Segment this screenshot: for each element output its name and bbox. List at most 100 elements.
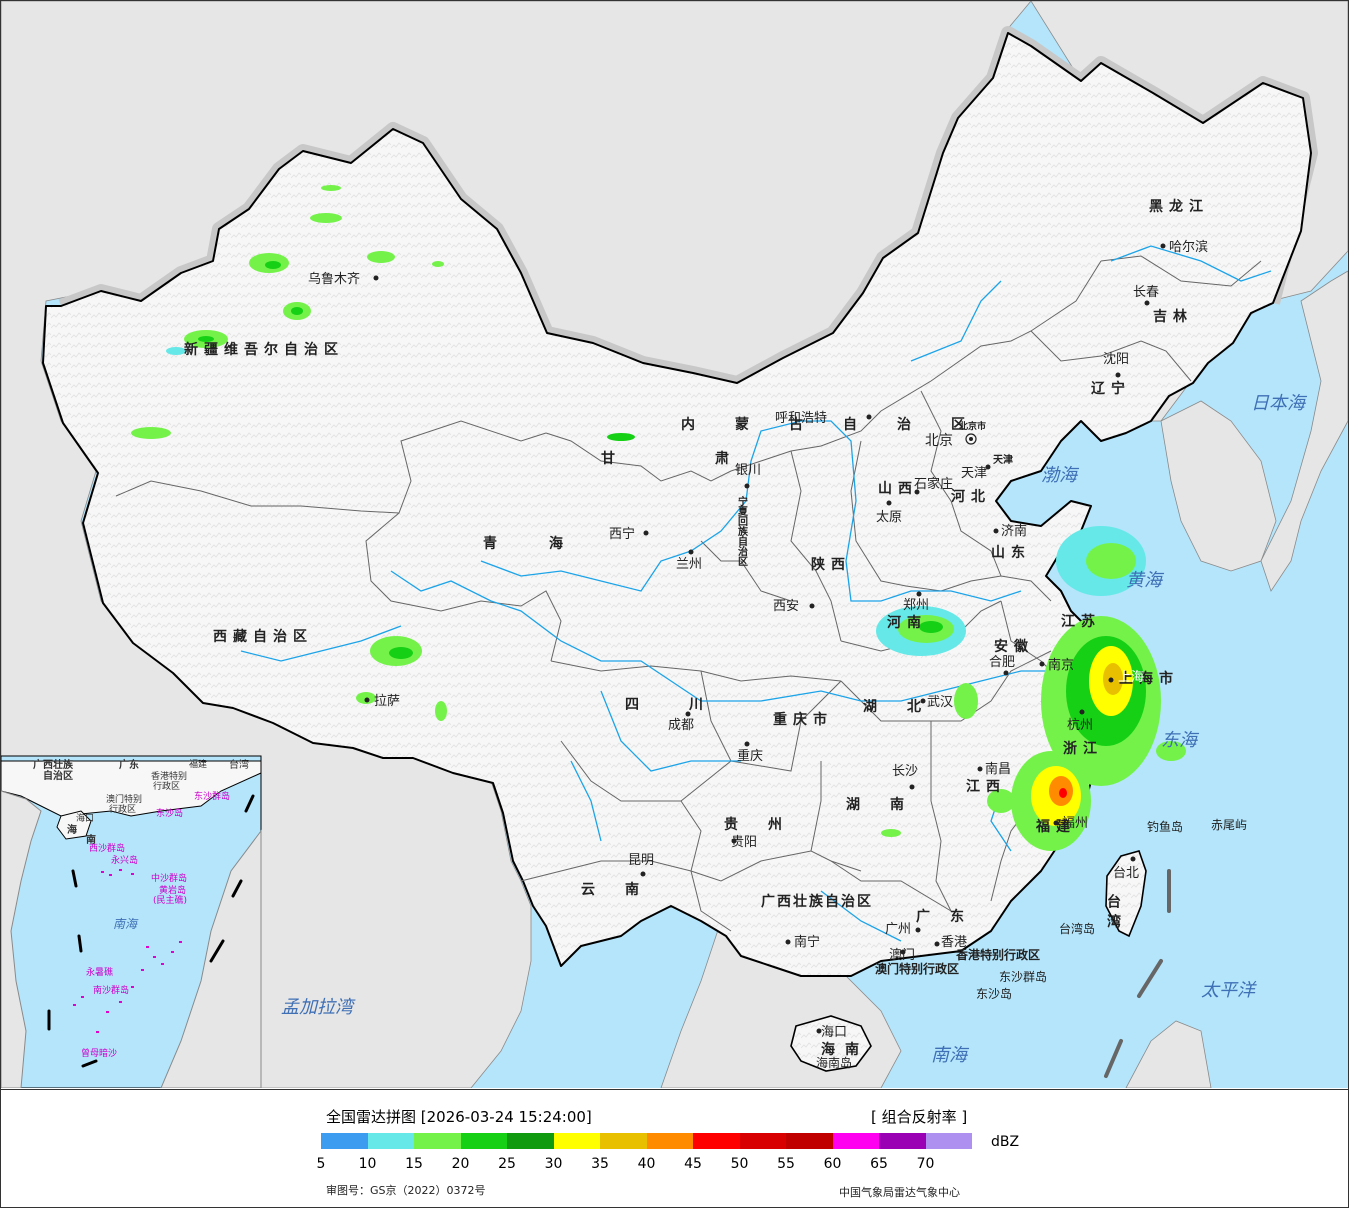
city-xian: 西安 [773, 599, 799, 614]
city-dot-lanzhou [688, 549, 694, 555]
city-nanchang: 南昌 [985, 761, 1011, 777]
city-dot-urumqi [373, 275, 379, 281]
scale-swatch-4 [507, 1133, 554, 1149]
city-lanzhou: 兰州 [676, 557, 702, 572]
city-fuzhou: 福州 [1062, 816, 1088, 831]
scale-swatch-11 [832, 1133, 879, 1149]
inset-huangyan-a: 黄岩岛 [159, 884, 186, 896]
city-dot-changsha [909, 784, 915, 790]
city-dot-chengdu [685, 711, 691, 717]
scale-tick-15: 15 [405, 1156, 423, 1172]
boundary-dashes [1104, 869, 1171, 1078]
city-lhasa: 拉萨 [374, 694, 400, 709]
city-nanning: 南宁 [794, 934, 820, 950]
inset-zhongsha: 中沙群岛 [151, 872, 187, 884]
scale-tick-55: 55 [777, 1156, 795, 1172]
island-taiwan: 台湾岛 [1059, 921, 1095, 936]
city-dot-taipei [1130, 856, 1136, 862]
scale-swatch-5 [553, 1133, 600, 1149]
city-dot-nanjing [1039, 661, 1045, 667]
label-tianjin: 天津 [993, 453, 1013, 466]
inset-guangxi-b: 自治区 [43, 769, 73, 782]
label-macau: 澳门特别行政区 [875, 961, 959, 976]
city-changchun: 长春 [1133, 285, 1159, 300]
scale-swatch-8 [693, 1133, 740, 1149]
city-dot-yinchuan [744, 483, 750, 489]
city-dot-hongkong [934, 941, 940, 947]
sea-bohai: 渤海 [1041, 465, 1080, 486]
sea-huanghai: 黄海 [1126, 570, 1165, 591]
inset-yongxing: 永兴岛 [111, 854, 138, 866]
label-shaanxi: 陕西 [811, 556, 851, 573]
island-chiwei: 赤尾屿 [1211, 818, 1247, 832]
inset-hainan-c: 南 [86, 833, 96, 846]
product-name: [ 组合反射率 ] [871, 1108, 968, 1126]
label-hebei: 河北 [951, 488, 991, 505]
inset-huangyan-b: (民主礁) [153, 894, 187, 906]
legend-panel: 全国雷达拼图 [2026-03-24 15:24:00] [ 组合反射率 ] d… [1, 1089, 1348, 1207]
mosaic-title: 全国雷达拼图 [2026-03-24 15:24:00] [326, 1108, 592, 1126]
inset-foreign-west [1, 790, 42, 1088]
label-guangdong: 广东 [916, 908, 984, 925]
scale-swatch-6 [600, 1133, 647, 1149]
island-hainan: 海南岛 [816, 1055, 852, 1070]
echo-xizang [356, 433, 635, 721]
scale-swatch-9 [739, 1133, 786, 1149]
city-dot-hefei [1003, 670, 1009, 676]
inset-dashes [47, 794, 255, 1068]
city-kunming: 昆明 [628, 853, 654, 868]
scale-tick-10: 10 [358, 1156, 377, 1172]
city-dot-macau [900, 949, 906, 955]
inset-guangdong: 广东 [119, 758, 139, 771]
label-beijing: 北京市 [959, 420, 986, 432]
label-xinjiang: 新疆维吾尔自治区 [184, 341, 344, 358]
city-taiyuan: 太原 [876, 510, 902, 525]
scale-swatch-3 [460, 1133, 507, 1149]
label-chongqing: 重庆市 [773, 711, 833, 728]
city-guangzhou: 广州 [885, 922, 911, 937]
city-dot-taiyuan [886, 500, 892, 506]
city-labels: 乌鲁木齐 拉萨 西宁 兰州 银川 呼和浩特 哈尔滨 长春 沈阳 北京 天津 石家… [308, 239, 1208, 1040]
city-chongqing: 重庆 [737, 748, 763, 764]
inset-xisha: 西沙群岛 [89, 842, 125, 854]
city-xining: 西宁 [609, 526, 635, 542]
label-guangxi: 广西壮族自治区 [761, 893, 873, 910]
scale-swatch-0 [321, 1133, 368, 1149]
radar-map: 渤海 黄海 东海 南海 日本海 太平洋 孟加拉湾 新疆维吾尔自治区 西藏自治区 … [1, 1, 1348, 1088]
city-dot-nanchang [977, 766, 983, 772]
label-xizang: 西藏自治区 [213, 628, 313, 645]
city-dot-xining [643, 530, 649, 536]
city-dot-shijiazhuang [914, 489, 920, 495]
hainan-land [790, 1015, 872, 1072]
scale-tick-65: 65 [870, 1156, 888, 1172]
scale-tick-50: 50 [730, 1156, 749, 1172]
city-hongkong: 香港 [941, 935, 967, 950]
china-land [42, 32, 1312, 977]
sea-bengal: 孟加拉湾 [281, 997, 356, 1018]
inset-hainan [56, 810, 92, 840]
inset-fujian: 福建 [189, 758, 207, 770]
city-dot-hohhot [866, 414, 872, 420]
city-dot-fuzhou [1053, 820, 1059, 826]
inset-yongshu: 永暑礁 [86, 966, 113, 978]
city-hefei: 合肥 [989, 655, 1015, 670]
city-shenyang: 沈阳 [1103, 352, 1129, 367]
inset-dongsha-dao: 东沙岛 [156, 807, 183, 819]
label-fujian: 福建 [1035, 818, 1076, 835]
city-changsha: 长沙 [892, 764, 918, 779]
label-hunan: 湖南 [846, 796, 934, 813]
echo-henan [876, 606, 978, 719]
scale-tick-30: 30 [544, 1156, 563, 1172]
scale-tick-45: 45 [684, 1156, 702, 1172]
label-qinghai: 青海 [483, 535, 615, 552]
inset-macau-b: 行政区 [109, 803, 136, 815]
inset-mainland [1, 760, 262, 817]
source-label: 中国气象局雷达气象中心 [839, 1186, 960, 1199]
scale-tick-70: 70 [916, 1156, 935, 1172]
city-dot-shenyang [1115, 372, 1121, 378]
inset-dongsha: 东沙群岛 [194, 790, 230, 802]
label-taiwan: 台湾 [1105, 893, 1121, 934]
city-tianjin: 天津 [961, 466, 987, 481]
province-labels: 新疆维吾尔自治区 西藏自治区 青海 甘肃 内蒙古自治区 黑龙江 吉林 辽宁 河北… [184, 198, 1203, 1058]
